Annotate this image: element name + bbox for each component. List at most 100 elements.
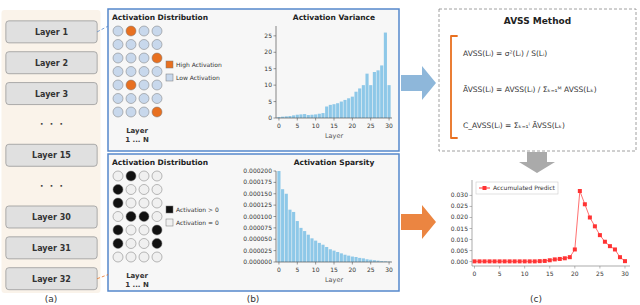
- x-tick-label: 30: [621, 270, 629, 277]
- layer-box: [6, 52, 97, 74]
- dot: [139, 26, 149, 36]
- dot: [113, 107, 123, 117]
- y-tick-label: 0.000175: [243, 178, 272, 185]
- x-tick: [389, 118, 390, 121]
- marker: [473, 259, 477, 263]
- chart-title: Activation Sparsity: [294, 158, 375, 167]
- bar: [303, 114, 306, 118]
- y-tick: [274, 52, 277, 53]
- dot: [126, 239, 136, 249]
- bar: [314, 114, 317, 118]
- dot: [152, 107, 162, 117]
- bar: [296, 115, 299, 118]
- y-tick: [274, 250, 277, 251]
- x-tick: [624, 266, 625, 269]
- y-tick-label: 0.025: [451, 202, 468, 209]
- layer-label: Layer 2: [35, 59, 68, 68]
- line-chart: 0510152025300.0000.0050.0100.0150.0200.0…: [439, 176, 636, 286]
- formula-title: AVSS Method: [504, 16, 571, 26]
- bars: [277, 33, 390, 118]
- y-tick-label: 0.000000: [243, 258, 272, 265]
- dot: [152, 26, 162, 36]
- bar: [292, 212, 295, 262]
- x-tick-label: 10: [521, 270, 529, 277]
- x-tick: [315, 262, 316, 265]
- dot: [113, 53, 123, 63]
- marker: [498, 259, 502, 263]
- layer-label: Layer 32: [32, 275, 71, 284]
- arrow-bottom: [401, 205, 436, 239]
- marker: [578, 189, 582, 193]
- y-axis-line: [472, 180, 473, 266]
- dot: [126, 26, 136, 36]
- x-tick: [599, 266, 600, 269]
- layer-box: [6, 268, 97, 290]
- x-tick-label: 5: [498, 270, 502, 277]
- legend-swatch: [166, 74, 173, 81]
- marker: [513, 259, 517, 263]
- bar: [321, 113, 324, 118]
- bar: [369, 85, 372, 118]
- x-tick-label: 0: [277, 122, 281, 129]
- figure: (a)(b)(c)Layer 1Layer 2Layer 3⋅ ⋅ ⋅Layer…: [0, 0, 640, 305]
- formula: AVSS(Lᵢ) = σ²(Lᵢ) / S(Lᵢ): [463, 49, 547, 58]
- x-tick: [334, 262, 335, 265]
- y-tick-label: 15: [264, 65, 272, 72]
- dot: [113, 185, 123, 195]
- arrow-top: [401, 66, 436, 100]
- dot: [139, 171, 149, 181]
- x-tick: [574, 266, 575, 269]
- panel-caption: (b): [247, 294, 260, 304]
- dot: [126, 185, 136, 195]
- bar-chart: Activation Sparsity0510152025300.0000000…: [243, 158, 393, 284]
- grid-caption: Layer: [126, 272, 148, 280]
- line: [475, 191, 625, 261]
- marker: [573, 247, 577, 251]
- bar: [325, 107, 328, 119]
- x-tick: [389, 262, 390, 265]
- y-tick-label: 25: [264, 32, 272, 39]
- dot: [152, 80, 162, 90]
- layer-ellipsis: ⋅ ⋅ ⋅: [40, 119, 63, 129]
- y-tick: [470, 206, 473, 207]
- y-tick-label: 0.000125: [243, 201, 272, 208]
- x-tick-label: 5: [295, 266, 299, 273]
- x-tick: [549, 266, 550, 269]
- bar: [281, 189, 284, 262]
- dot: [152, 94, 162, 104]
- bar: [365, 259, 368, 262]
- x-tick-label: 15: [546, 270, 554, 277]
- dot: [126, 94, 136, 104]
- bar: [362, 258, 365, 262]
- bar: [358, 88, 361, 118]
- x-tick: [297, 118, 298, 121]
- grid-caption: 1 ... N: [125, 281, 149, 289]
- bar: [318, 243, 321, 262]
- x-tick: [370, 262, 371, 265]
- dot: [113, 212, 123, 222]
- bar: [336, 103, 339, 118]
- marker: [493, 259, 497, 263]
- y-tick: [274, 68, 277, 69]
- y-tick-label: 0.015: [451, 225, 468, 232]
- bar: [347, 256, 350, 262]
- layer-box: [6, 83, 97, 105]
- dot: [152, 67, 162, 77]
- brace: [451, 36, 457, 138]
- x-tick: [499, 266, 500, 269]
- bar: [332, 251, 335, 262]
- marker: [533, 259, 537, 263]
- x-tick: [474, 266, 475, 269]
- y-tick: [274, 101, 277, 102]
- panel-title: Activation Distribution: [112, 13, 208, 22]
- marker: [543, 259, 547, 263]
- layer-label: Layer 31: [32, 244, 71, 253]
- y-tick-label: 0.030: [451, 191, 468, 198]
- legend-label: Activation = 0: [176, 219, 219, 226]
- x-tick-label: 25: [367, 122, 375, 129]
- dot: [126, 212, 136, 222]
- x-tick: [297, 262, 298, 265]
- bar: [329, 249, 332, 262]
- bar: [380, 65, 383, 118]
- x-tick: [315, 118, 316, 121]
